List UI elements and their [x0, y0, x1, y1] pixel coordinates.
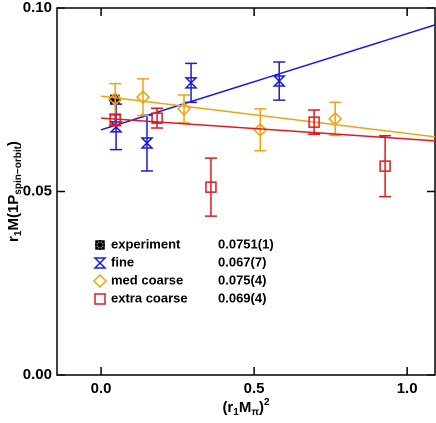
error-bar: [204, 157, 217, 217]
marker: [108, 91, 123, 107]
axis-label-part: M(1P: [5, 195, 22, 231]
marker: [272, 75, 287, 87]
fit-line: [100, 95, 436, 138]
error-bar: [379, 134, 392, 198]
error-bar: [178, 94, 191, 124]
axis-label-part: ): [5, 141, 22, 146]
legend-result: 0.075(4): [218, 272, 266, 287]
marker: [109, 114, 121, 126]
x-tick-label: 0.5: [244, 380, 265, 397]
error-bar: [137, 78, 150, 117]
legend-label: experiment: [111, 236, 181, 251]
marker: [253, 122, 268, 137]
marker: [135, 90, 151, 105]
marker: [205, 181, 217, 193]
legend-label: extra coarse: [111, 290, 188, 305]
legend-marker: [95, 240, 105, 250]
legend-marker: [94, 293, 106, 305]
y-tick-label: 0.00: [23, 366, 52, 383]
axis-label-part: r: [5, 236, 22, 242]
marker: [328, 111, 343, 126]
legend-result: 0.069(4): [218, 290, 266, 305]
axis-label-part: 2: [264, 397, 270, 408]
axis-label-part: (r: [222, 399, 233, 416]
legend-result: 0.0751(1): [218, 236, 274, 251]
error-bar: [151, 107, 164, 129]
axis-label-part: M: [239, 399, 252, 416]
marker: [140, 137, 154, 149]
error-bar: [329, 101, 342, 137]
marker: [176, 101, 192, 116]
x-tick-label: 0.0: [91, 380, 112, 397]
legend-result: 0.067(7): [218, 254, 266, 269]
y-axis-label: r1M(1Pspin−orbit): [5, 141, 24, 242]
axis-label-part: spin−orbit: [13, 145, 24, 194]
marker: [151, 112, 163, 124]
plot-frame: [56, 7, 436, 376]
y-tick-label: 0.05: [23, 182, 52, 199]
error-bar: [109, 113, 122, 127]
x-axis-label: (r1Mπ)2: [222, 397, 270, 418]
x-tick-label: 1.0: [397, 380, 418, 397]
error-bar: [308, 109, 321, 135]
marker: [379, 160, 391, 172]
legend-label: fine: [111, 254, 134, 269]
fit-line: [100, 24, 436, 131]
legend-marker: [92, 273, 108, 289]
legend-marker: [93, 257, 107, 269]
marker: [184, 77, 198, 89]
error-bar: [254, 108, 267, 152]
marker: [308, 116, 320, 128]
axis-label-part: 1: [13, 230, 24, 236]
axis-label-part: ): [259, 399, 264, 416]
axis-label-part: π: [251, 407, 259, 418]
y-tick-label: 0.10: [23, 0, 52, 16]
legend-label: med coarse: [111, 272, 183, 287]
axis-label-part: 1: [233, 407, 239, 418]
